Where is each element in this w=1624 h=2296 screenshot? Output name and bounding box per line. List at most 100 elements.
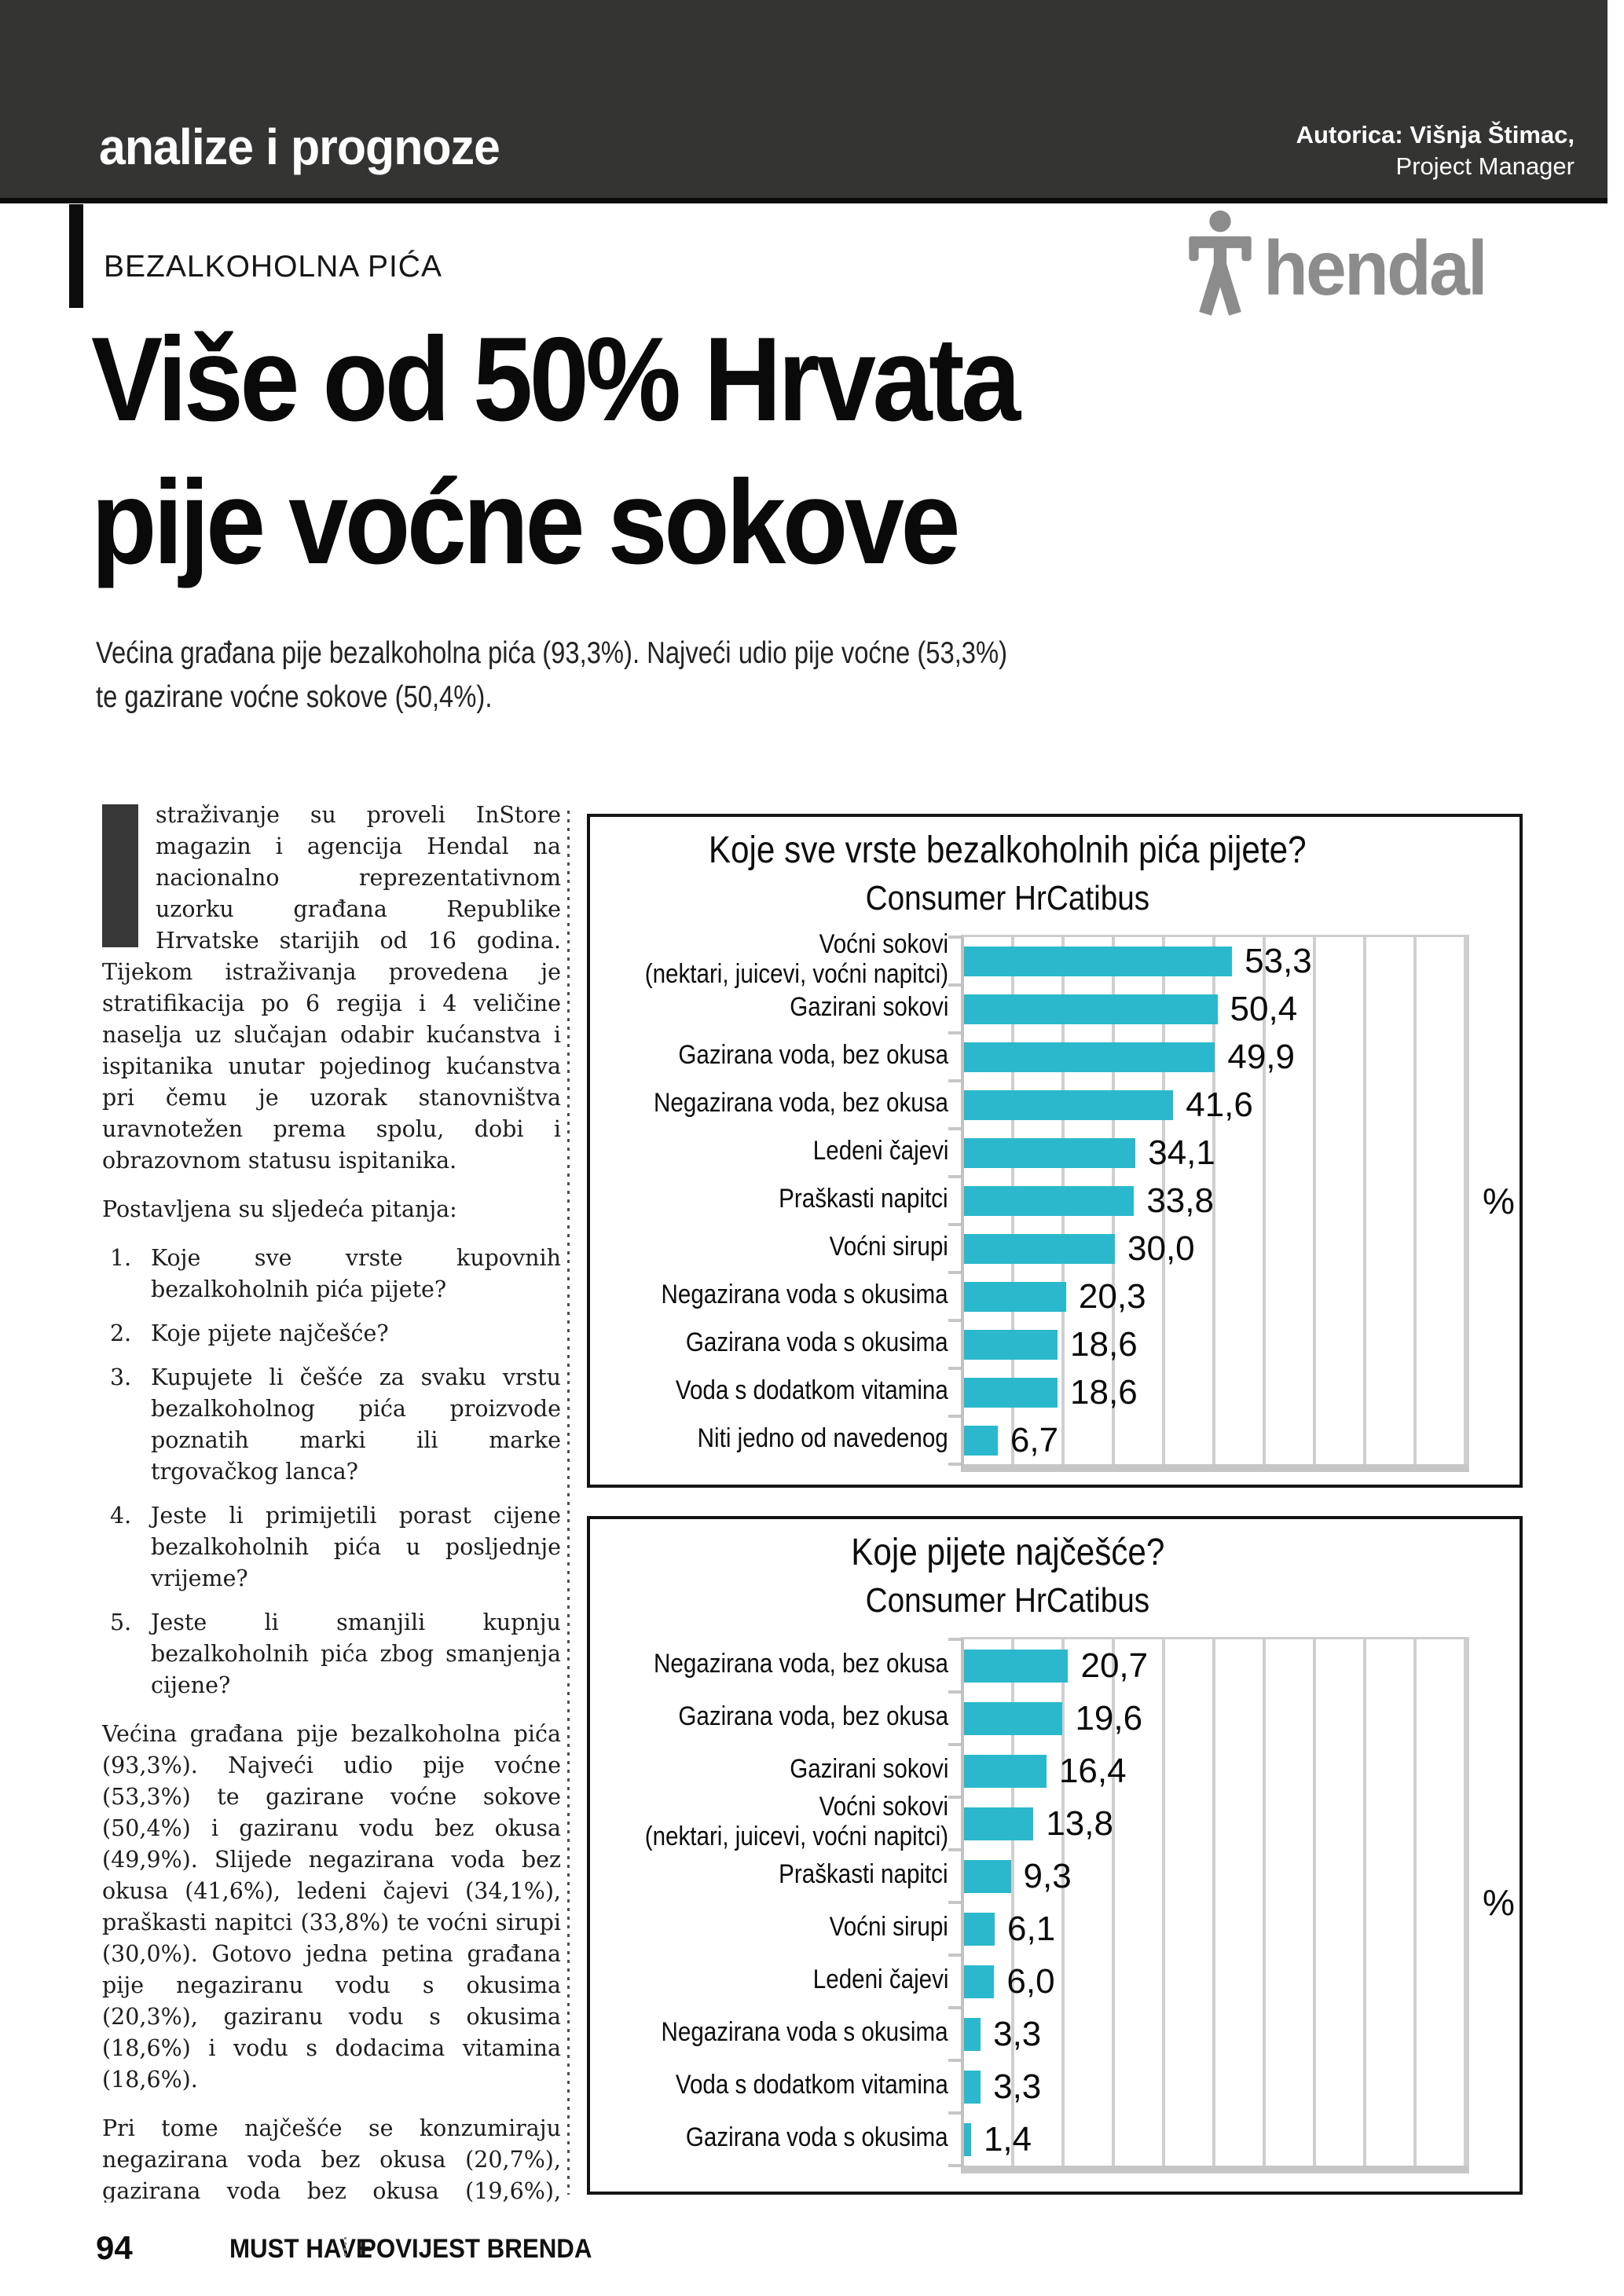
category-label: Voćni sokovi (nektari, juicevi, voćni na… <box>644 928 948 989</box>
bar <box>964 1701 1063 1735</box>
bar <box>964 2017 981 2051</box>
tick-mark <box>948 983 961 987</box>
category-label: Ledeni čajevi <box>812 1964 948 1994</box>
hendal-wordmark: hendal <box>1263 225 1488 311</box>
tick-mark <box>948 1690 961 1694</box>
bar <box>964 1089 1174 1120</box>
tick-mark <box>948 1079 961 1082</box>
value-label: 3,3 <box>993 2014 1042 2053</box>
value-label: 20,7 <box>1080 1646 1149 1685</box>
chart-title: Koje pijete najčešće? <box>850 1532 1165 1573</box>
question-number: 1. <box>110 1245 132 1271</box>
question-text: Koje sve vrste kupovnih bezalkoholnih pi… <box>151 1245 561 1302</box>
category-label: Gazirani sokovi <box>789 991 948 1022</box>
tick-mark <box>948 1743 961 1746</box>
tick-mark <box>948 2059 961 2062</box>
value-label: 33,8 <box>1146 1181 1214 1220</box>
value-label: 9,3 <box>1023 1856 1072 1895</box>
value-label: 16,4 <box>1058 1751 1127 1790</box>
question-number: 2. <box>110 1320 132 1346</box>
bar <box>964 1754 1047 1788</box>
tick-mark <box>948 1463 961 1466</box>
chart-most-frequent: Koje pijete najčešće? Consumer HrCatibus… <box>587 1516 1523 2195</box>
bar-row: 6,0 <box>964 1955 1467 2008</box>
tick-mark <box>948 1796 961 1799</box>
footer-separator <box>344 2237 346 2259</box>
question-item: 5. Jeste li smanjili kupnju bezalkoholnih… <box>102 1607 561 1701</box>
bar-row: 6,7 <box>964 1416 1467 1464</box>
bar-row: 50,4 <box>964 985 1467 1033</box>
category-label: Voda s dodatkom vitamina <box>676 2069 948 2100</box>
tick-mark <box>948 1415 961 1418</box>
bar-row: 41,6 <box>964 1081 1467 1129</box>
bar <box>964 1137 1136 1168</box>
bar-row: 20,3 <box>964 1273 1467 1320</box>
bar <box>964 1329 1058 1360</box>
footer-section: POVIJEST BRENDA <box>360 2234 592 2264</box>
article-para-3: Pri tome najčešće se konzumiraju negazir… <box>102 2115 561 2203</box>
bar <box>964 1912 995 1946</box>
category-label: Negazirana voda, bez okusa <box>654 1087 948 1118</box>
unit-label: % <box>1483 1882 1515 1923</box>
category-label: Voćni sokovi (nektari, juicevi, voćni na… <box>644 1791 948 1851</box>
bar <box>964 1281 1066 1312</box>
tick-mark <box>948 1638 961 1641</box>
bar-row: 33,8 <box>964 1177 1467 1225</box>
value-label: 50,4 <box>1230 989 1298 1028</box>
bar-row: 34,1 <box>964 1129 1467 1177</box>
category-axis: Voćni sokovi (nektari, juicevi, voćni na… <box>590 928 961 1472</box>
bar-row: 9,3 <box>964 1850 1467 1902</box>
bar <box>964 2070 981 2104</box>
bar-row: 19,6 <box>964 1692 1467 1745</box>
tick-mark <box>948 1031 961 1034</box>
question-text: Koje pijete najčešće? <box>151 1320 389 1346</box>
value-label: 6,7 <box>1010 1420 1059 1459</box>
tick-mark <box>948 936 961 939</box>
value-label: 41,6 <box>1186 1085 1253 1124</box>
tick-mark <box>948 2006 961 2009</box>
bar-row: 1,4 <box>964 2113 1467 2166</box>
page-title-line2: pije voćne sokove <box>91 456 961 589</box>
dropcap: I <box>102 804 138 947</box>
value-label: 34,1 <box>1148 1133 1215 1172</box>
tick-mark <box>948 1319 961 1322</box>
question-text: Jeste li primijetili porast cijene bezal… <box>151 1503 561 1591</box>
bar-row: 13,8 <box>964 1797 1467 1850</box>
bar-row: 16,4 <box>964 1745 1467 1797</box>
hendal-logo: hendal <box>1188 209 1498 317</box>
chart-subtitle: Consumer HrCatibus <box>865 1581 1150 1620</box>
question-text: Kupujete li češće za svaku vrstu bezalko… <box>151 1364 561 1485</box>
plot-area: % 20,7 19,6 16,4 13,8 9,3 6,1 6,0 3,3 3,3 1,4 <box>948 1637 1515 2173</box>
category-label: Niti jedno od navedenog <box>697 1423 948 1453</box>
bar <box>964 1425 998 1456</box>
header-band: analize i prognoze Autorica: Višnja Štim… <box>0 0 1608 203</box>
category-label: Voćni sirupi <box>829 1911 948 1942</box>
chart-title: Koje sve vrste bezalkoholnih pića pijete… <box>709 829 1307 871</box>
category-label: Gazirani sokovi <box>789 1753 948 1784</box>
page-title: Više od 50% Hrvata pije voćne sokove <box>91 308 1120 594</box>
chart-drink-types: Koje sve vrste bezalkoholnih pića pijete… <box>587 814 1523 1488</box>
value-label: 18,6 <box>1070 1324 1138 1364</box>
value-label: 20,3 <box>1078 1276 1146 1316</box>
category-label: Voćni sirupi <box>829 1231 948 1262</box>
category-label: Negazirana voda s okusima <box>661 1279 948 1309</box>
value-label: 53,3 <box>1245 941 1312 980</box>
tick-mark <box>948 2111 961 2115</box>
kicker: BEZALKOHOLNA PIĆA <box>104 250 442 284</box>
question-number: 3. <box>110 1364 132 1390</box>
column-separator <box>567 811 570 2195</box>
tick-mark <box>948 1175 961 1178</box>
bar <box>964 994 1218 1024</box>
tick-mark <box>948 1367 961 1370</box>
tick-mark <box>948 1223 961 1226</box>
category-label: Gazirana voda s okusima <box>686 2122 948 2152</box>
bar-row: 18,6 <box>964 1320 1467 1368</box>
section-label: analize i prognoze <box>99 119 500 175</box>
unit-label: % <box>1483 1180 1515 1221</box>
bar-row: 6,1 <box>964 1902 1467 1955</box>
footer-magazine: MUST HAVE <box>229 2234 372 2264</box>
category-label: Ledeni čajevi <box>812 1135 948 1166</box>
question-text: Jeste li smanjili kupnju bezalkoholnih p… <box>151 1609 561 1698</box>
value-label: 1,4 <box>983 2119 1032 2159</box>
bar <box>964 1042 1215 1072</box>
